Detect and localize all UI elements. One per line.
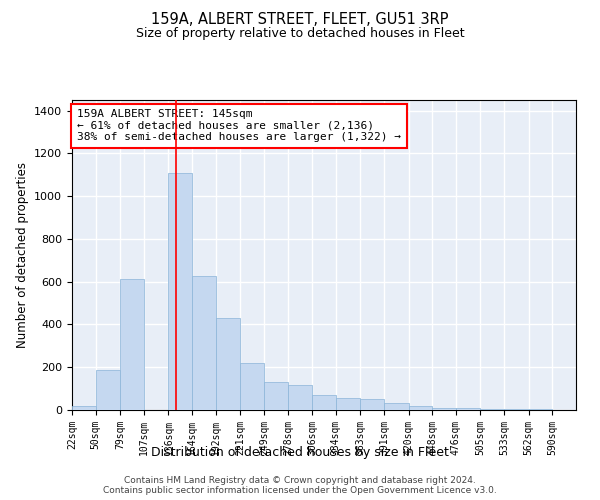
Bar bbox=[95, 370, 120, 410]
Text: Distribution of detached houses by size in Fleet: Distribution of detached houses by size … bbox=[151, 446, 449, 459]
Bar bbox=[169, 172, 192, 410]
Bar bbox=[384, 402, 409, 410]
Bar bbox=[456, 408, 481, 410]
Y-axis label: Number of detached properties: Number of detached properties bbox=[16, 162, 29, 348]
Bar bbox=[264, 382, 289, 410]
Bar bbox=[481, 409, 504, 410]
Text: 159A ALBERT STREET: 145sqm
← 61% of detached houses are smaller (2,136)
38% of s: 159A ALBERT STREET: 145sqm ← 61% of deta… bbox=[77, 110, 401, 142]
Bar bbox=[192, 276, 216, 410]
Bar bbox=[504, 409, 529, 410]
Text: Contains HM Land Registry data © Crown copyright and database right 2024.
Contai: Contains HM Land Registry data © Crown c… bbox=[103, 476, 497, 495]
Bar bbox=[216, 318, 240, 410]
Bar bbox=[72, 406, 95, 410]
Text: Size of property relative to detached houses in Fleet: Size of property relative to detached ho… bbox=[136, 28, 464, 40]
Bar bbox=[312, 395, 336, 410]
Bar bbox=[361, 399, 384, 410]
Bar bbox=[336, 398, 361, 410]
Bar bbox=[432, 408, 456, 410]
Bar bbox=[289, 386, 312, 410]
Text: 159A, ALBERT STREET, FLEET, GU51 3RP: 159A, ALBERT STREET, FLEET, GU51 3RP bbox=[151, 12, 449, 28]
Bar bbox=[529, 409, 553, 410]
Bar bbox=[409, 406, 432, 410]
Bar bbox=[120, 278, 144, 410]
Bar bbox=[240, 363, 264, 410]
